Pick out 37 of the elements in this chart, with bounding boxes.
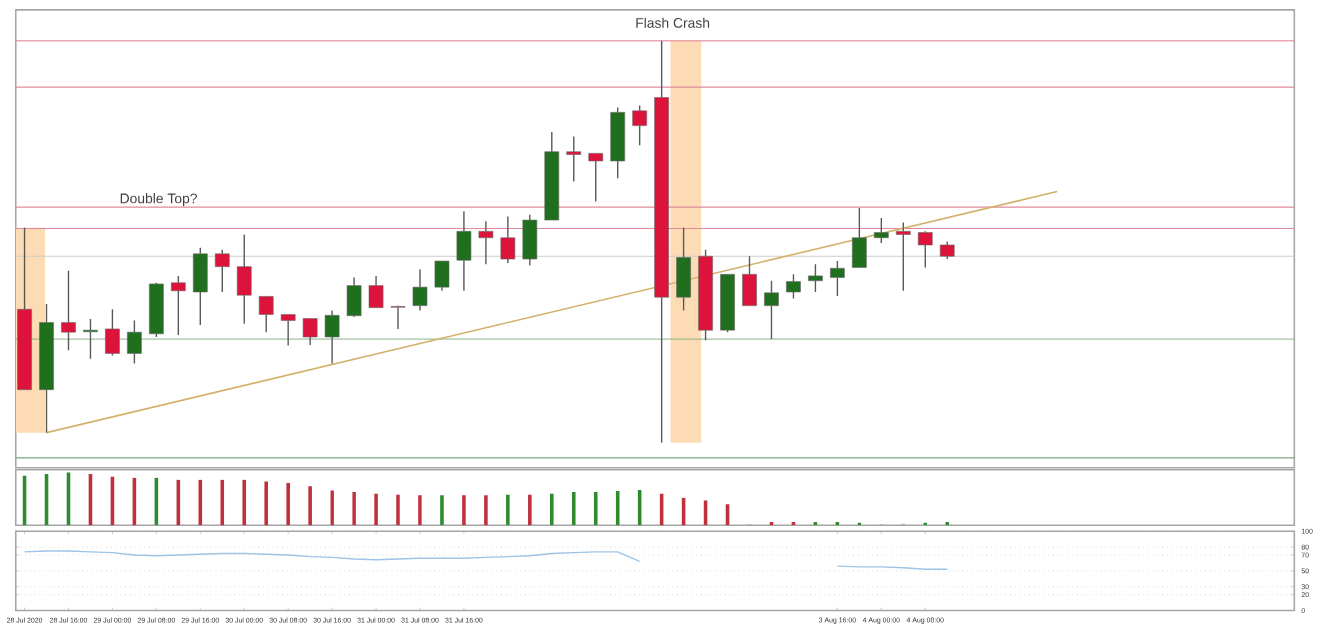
candlestick: [544, 131, 560, 221]
candlestick: [895, 221, 911, 292]
candlestick: [500, 215, 516, 264]
candlestick: [324, 309, 340, 365]
candlestick: [280, 314, 296, 346]
candlestick: [852, 207, 867, 268]
candlestick: [39, 303, 54, 434]
candlestick: [236, 233, 252, 325]
candlestick: [478, 220, 494, 265]
candlestick: [588, 152, 604, 203]
candlestick: [632, 104, 647, 146]
candlestick: [61, 269, 76, 351]
candlestick: [127, 319, 142, 365]
candlestick: [566, 135, 582, 183]
candlestick: [171, 275, 186, 336]
candlestick: [610, 106, 626, 179]
candlestick: [874, 217, 889, 244]
candlestick: [676, 226, 691, 312]
candlestick: [522, 213, 538, 267]
candlestick: [764, 279, 779, 340]
candlestick: [83, 318, 98, 360]
candlestick: [214, 248, 230, 293]
candlestick: [654, 39, 669, 444]
candlestick: [434, 260, 450, 292]
candlestick: [412, 268, 428, 312]
candlestick: [808, 263, 823, 293]
candlestick: [17, 226, 32, 390]
candlestick: [105, 308, 120, 357]
candlestick: [302, 318, 318, 346]
candlestick: [917, 232, 933, 269]
candlestick: [830, 260, 845, 297]
candlestick: [192, 246, 208, 326]
candlestick: [456, 210, 472, 292]
candlestick: [390, 306, 406, 330]
candlestick: [742, 255, 757, 306]
candlestick: [346, 276, 362, 316]
candlestick: [368, 275, 384, 308]
